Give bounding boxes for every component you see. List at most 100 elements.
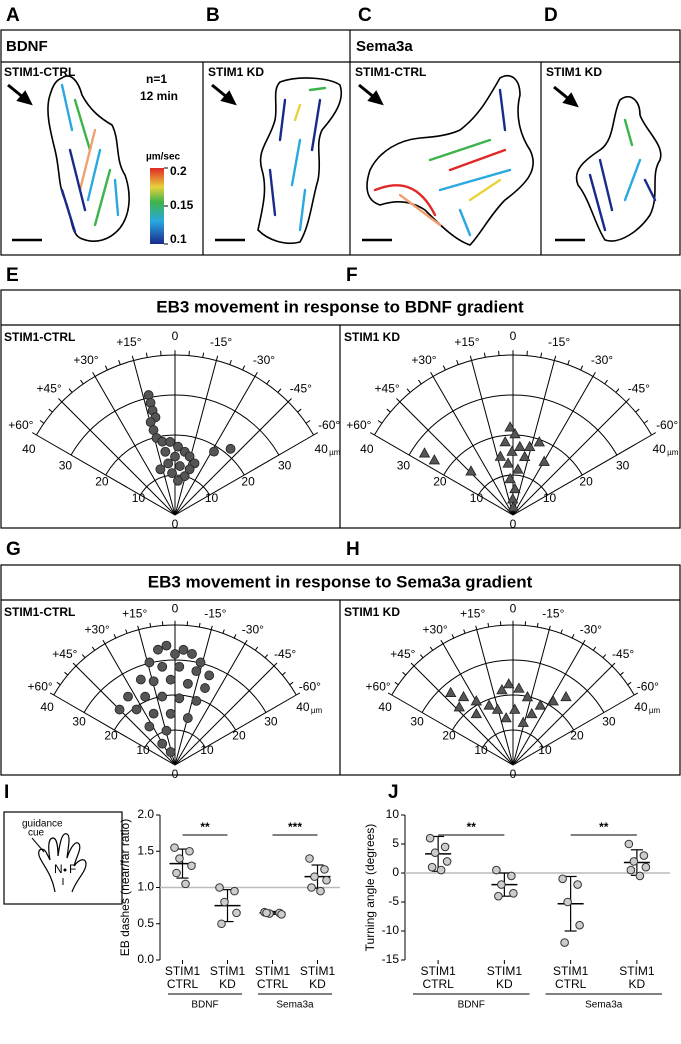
colorbar	[150, 168, 164, 244]
near-label: N	[54, 862, 63, 876]
minor-tick	[643, 420, 649, 424]
x-tick-label: CTRL	[422, 977, 454, 991]
minor-tick	[625, 398, 630, 403]
radial-line	[512, 665, 613, 766]
ring-label: 20	[104, 729, 118, 743]
minor-tick	[548, 625, 551, 630]
point	[144, 721, 155, 732]
x-tick-label: STIM1	[210, 964, 246, 978]
point	[173, 441, 183, 452]
minor-tick	[91, 646, 96, 651]
point	[277, 910, 286, 919]
point	[470, 707, 483, 719]
point	[445, 686, 457, 697]
origin-label: 0	[172, 517, 179, 531]
minor-tick	[430, 372, 434, 377]
angle-label: +15°	[454, 335, 479, 349]
x-tick-label: STIM1	[487, 964, 523, 978]
point	[465, 465, 477, 476]
significance-label: **	[467, 820, 477, 834]
minor-tick	[229, 359, 232, 365]
minor-tick	[254, 646, 259, 651]
ring-label: 10	[538, 743, 552, 757]
minor-tick	[387, 692, 393, 696]
minor-tick	[281, 671, 286, 676]
minor-tick	[402, 671, 407, 676]
panel-letter: H	[346, 539, 360, 560]
point	[322, 875, 331, 885]
point	[430, 848, 440, 858]
point	[170, 843, 179, 852]
y-axis-label: Turning angle (degrees)	[363, 824, 377, 952]
x-tick-label: KD	[309, 977, 326, 991]
radial-line	[174, 401, 289, 516]
minor-tick	[487, 622, 490, 628]
origin-label: 0	[172, 767, 179, 781]
minor-tick	[567, 359, 570, 365]
point	[320, 865, 329, 874]
x-tick-label: KD	[496, 977, 513, 991]
minor-tick	[113, 634, 117, 639]
growth-cone	[257, 77, 342, 245]
point	[135, 674, 146, 685]
minor-tick	[72, 662, 77, 667]
ring-label: 10	[136, 743, 150, 757]
point	[220, 897, 229, 907]
x-tick-label: KD	[629, 977, 646, 991]
radial-line	[174, 643, 246, 766]
y-tick-label: -10	[382, 923, 400, 937]
tracks	[60, 83, 657, 237]
ring-label: 40	[652, 442, 666, 456]
point	[427, 862, 437, 872]
minor-tick	[410, 662, 415, 667]
colorbar-tick-label: 0.15	[170, 198, 194, 212]
minor-tick	[483, 352, 486, 358]
origin-label: 0	[510, 517, 517, 531]
point	[204, 670, 215, 681]
angle-label: 0	[510, 329, 517, 343]
y-tick-label: 5	[392, 836, 399, 850]
point	[178, 644, 189, 655]
point	[418, 447, 431, 458]
minor-tick	[81, 654, 86, 659]
frame	[0, 29, 681, 256]
minor-tick	[289, 681, 294, 686]
angle-label: -15°	[204, 607, 226, 621]
x-tick-label: STIM1	[165, 964, 201, 978]
minor-tick	[297, 408, 302, 413]
angle-label: +60°	[346, 418, 371, 432]
angle-label: -45°	[628, 381, 650, 395]
point	[497, 880, 506, 889]
minor-tick	[215, 355, 219, 361]
minor-tick	[137, 625, 140, 630]
point	[453, 701, 465, 712]
point	[182, 678, 193, 689]
minor-tick	[125, 629, 128, 634]
radial-line	[512, 434, 652, 516]
minor-tick	[295, 692, 301, 696]
ring-label: 40	[40, 700, 54, 714]
angle-label: +45°	[390, 647, 415, 661]
group-label: Sema3a	[585, 1000, 623, 1011]
minor-tick	[619, 671, 624, 676]
point	[165, 747, 176, 757]
radial-line	[53, 694, 176, 766]
minor-tick	[277, 388, 282, 393]
angle-label: +45°	[37, 381, 62, 395]
radial-line	[512, 360, 555, 516]
minor-tick	[244, 639, 248, 645]
point	[173, 475, 183, 486]
growth-cone	[366, 74, 534, 246]
growth-cone-sketch	[38, 833, 87, 893]
angle-label: +15°	[122, 607, 147, 621]
x-tick-label: STIM1	[300, 964, 336, 978]
point	[144, 657, 155, 668]
minor-tick	[627, 681, 632, 686]
panel-letter: D	[544, 5, 558, 26]
section-title: EB3 movement in response to Sema3a gradi…	[148, 572, 533, 591]
ring-label: 20	[232, 729, 246, 743]
point	[184, 451, 195, 462]
point	[182, 713, 193, 723]
minor-tick	[651, 432, 656, 436]
section-title: EB3 movement in response to BDNF gradien…	[156, 297, 524, 316]
